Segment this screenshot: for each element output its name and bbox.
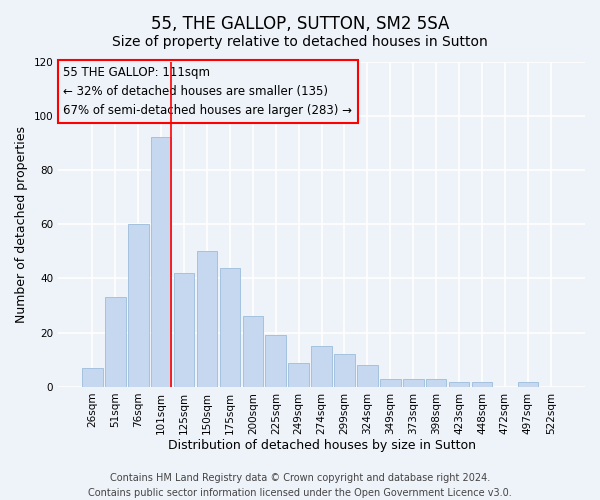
Text: Contains HM Land Registry data © Crown copyright and database right 2024.
Contai: Contains HM Land Registry data © Crown c… [88, 472, 512, 498]
Bar [128, 224, 149, 387]
Bar [518, 382, 538, 387]
Bar [449, 382, 469, 387]
Bar [174, 273, 194, 387]
Text: 55 THE GALLOP: 111sqm
← 32% of detached houses are smaller (135)
67% of semi-det: 55 THE GALLOP: 111sqm ← 32% of detached … [64, 66, 352, 118]
Bar [242, 316, 263, 387]
Bar [403, 379, 424, 387]
Text: 55, THE GALLOP, SUTTON, SM2 5SA: 55, THE GALLOP, SUTTON, SM2 5SA [151, 15, 449, 33]
Text: Size of property relative to detached houses in Sutton: Size of property relative to detached ho… [112, 35, 488, 49]
Bar [105, 298, 125, 387]
X-axis label: Distribution of detached houses by size in Sutton: Distribution of detached houses by size … [167, 440, 476, 452]
Bar [426, 379, 446, 387]
Bar [197, 252, 217, 387]
Bar [151, 138, 172, 387]
Bar [334, 354, 355, 387]
Bar [472, 382, 493, 387]
Y-axis label: Number of detached properties: Number of detached properties [15, 126, 28, 322]
Bar [380, 379, 401, 387]
Bar [357, 366, 378, 387]
Bar [289, 362, 309, 387]
Bar [82, 368, 103, 387]
Bar [311, 346, 332, 387]
Bar [220, 268, 240, 387]
Bar [265, 336, 286, 387]
